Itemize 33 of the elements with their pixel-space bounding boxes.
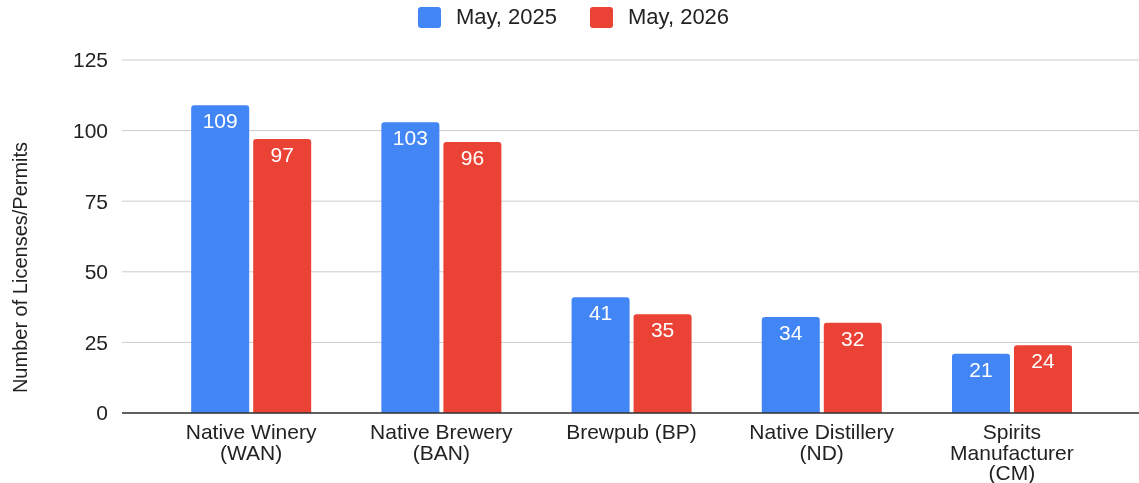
bar — [951, 353, 1010, 413]
data-label: 21 — [969, 357, 993, 381]
legend-label: May, 2026 — [628, 4, 730, 30]
data-label: 96 — [460, 145, 485, 169]
data-label: 109 — [202, 109, 238, 133]
legend-label: May, 2025 — [455, 4, 557, 30]
data-label: 103 — [392, 126, 428, 150]
data-label: 34 — [779, 320, 803, 344]
bar — [191, 105, 250, 413]
bar — [761, 316, 820, 413]
y-tick-label: 125 — [72, 48, 108, 72]
y-tick-label: 75 — [84, 189, 108, 213]
y-tick-label: 50 — [84, 260, 108, 284]
bar — [633, 314, 692, 413]
data-label: 35 — [650, 318, 675, 342]
data-label: 41 — [588, 301, 613, 325]
x-tick-label: Native Winery (WAN) — [185, 420, 317, 464]
bar — [253, 139, 312, 413]
y-tick-label: 25 — [84, 330, 108, 354]
y-tick-label: 0 — [96, 401, 108, 425]
bar — [1013, 345, 1072, 413]
x-tick-label: Native Distillery (ND) — [749, 420, 895, 464]
x-tick-label: Brewpub (BP) — [566, 420, 697, 443]
bar — [571, 297, 630, 413]
data-label: 24 — [1031, 349, 1055, 373]
y-tick-label: 100 — [72, 119, 108, 143]
y-axis-title: Number of Licenses/Permits — [9, 141, 31, 394]
bar — [381, 122, 440, 413]
data-label: 97 — [270, 142, 294, 166]
bar — [443, 141, 502, 413]
bar — [823, 322, 882, 413]
data-label: 32 — [841, 326, 865, 350]
x-tick-label: Native Brewery (BAN) — [370, 420, 513, 464]
